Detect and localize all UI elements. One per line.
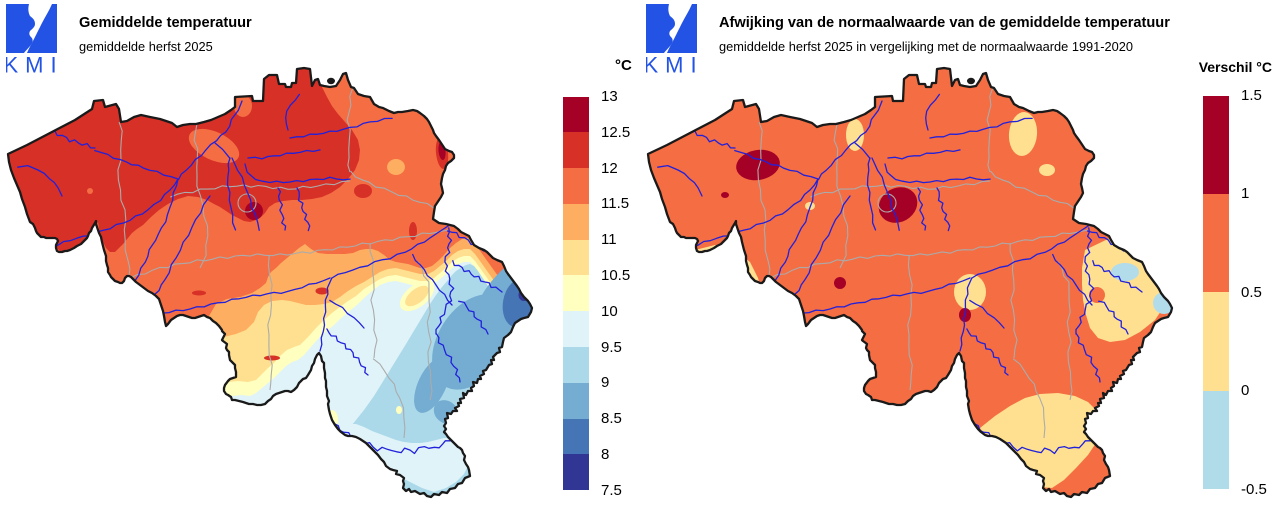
svg-text:KMI: KMI	[646, 53, 704, 77]
svg-text:KMI: KMI	[6, 53, 64, 77]
